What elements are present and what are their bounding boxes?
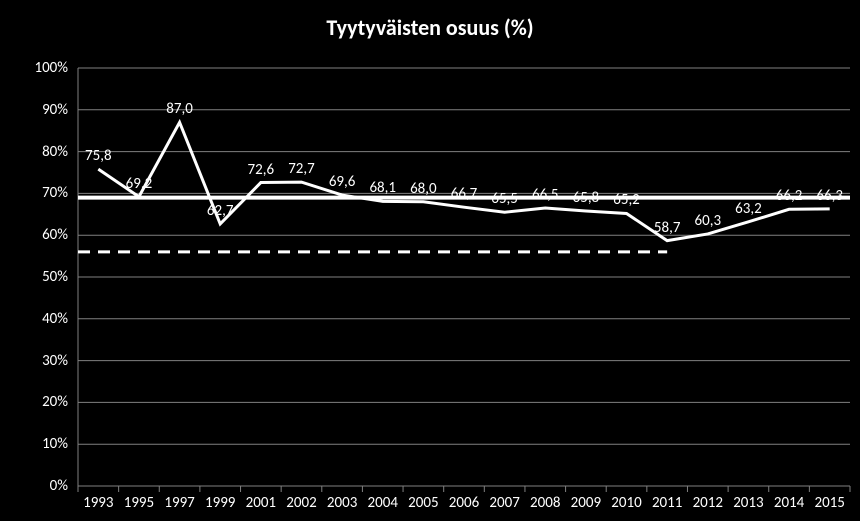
data-label: 69,6 (329, 173, 356, 191)
data-label: 66,3 (816, 187, 843, 205)
data-label: 65,5 (491, 190, 518, 208)
x-tick-label: 2013 (733, 494, 763, 512)
data-label: 65,2 (613, 191, 640, 209)
y-tick-label: 10% (0, 435, 68, 453)
y-tick-label: 70% (0, 184, 68, 202)
data-label: 66,5 (532, 186, 559, 204)
x-tick-label: 2010 (611, 494, 641, 512)
x-tick-label: 1997 (164, 494, 194, 512)
x-tick-label: 2015 (814, 494, 844, 512)
y-tick-label: 0% (0, 477, 68, 495)
x-tick-label: 2002 (286, 494, 316, 512)
y-tick-label: 100% (0, 59, 68, 77)
data-label: 75,8 (85, 147, 112, 165)
y-tick-label: 80% (0, 143, 68, 161)
x-tick-label: 2009 (571, 494, 601, 512)
data-label: 66,2 (776, 187, 803, 205)
data-label: 68,0 (410, 180, 437, 198)
chart-container: Tyytyväisten osuus (%) 0%10%20%30%40%50%… (0, 0, 860, 521)
data-label: 68,1 (369, 179, 396, 197)
data-label: 62,7 (207, 202, 234, 220)
data-label: 87,0 (166, 100, 193, 118)
chart-svg (0, 0, 860, 521)
x-tick-label: 1995 (124, 494, 154, 512)
x-tick-label: 2006 (449, 494, 479, 512)
x-tick-label: 2001 (246, 494, 276, 512)
data-label: 72,6 (248, 161, 275, 179)
x-tick-label: 2005 (408, 494, 438, 512)
data-label: 63,2 (735, 200, 762, 218)
y-tick-label: 40% (0, 310, 68, 328)
x-tick-label: 1993 (83, 494, 113, 512)
data-label: 58,7 (654, 219, 681, 237)
y-tick-label: 30% (0, 352, 68, 370)
x-tick-label: 2008 (530, 494, 560, 512)
y-tick-label: 60% (0, 226, 68, 244)
data-label: 72,7 (288, 160, 315, 178)
x-tick-label: 2007 (489, 494, 519, 512)
x-tick-label: 2011 (652, 494, 682, 512)
y-tick-label: 90% (0, 101, 68, 119)
y-tick-label: 50% (0, 268, 68, 286)
data-label: 66,7 (451, 185, 478, 203)
data-label: 65,8 (573, 189, 600, 207)
data-label: 69,2 (126, 175, 153, 193)
y-tick-label: 20% (0, 393, 68, 411)
data-label: 60,3 (695, 212, 722, 230)
x-tick-label: 2014 (774, 494, 804, 512)
x-tick-label: 2003 (327, 494, 357, 512)
x-tick-label: 2004 (368, 494, 398, 512)
x-tick-label: 2012 (693, 494, 723, 512)
x-tick-label: 1999 (205, 494, 235, 512)
